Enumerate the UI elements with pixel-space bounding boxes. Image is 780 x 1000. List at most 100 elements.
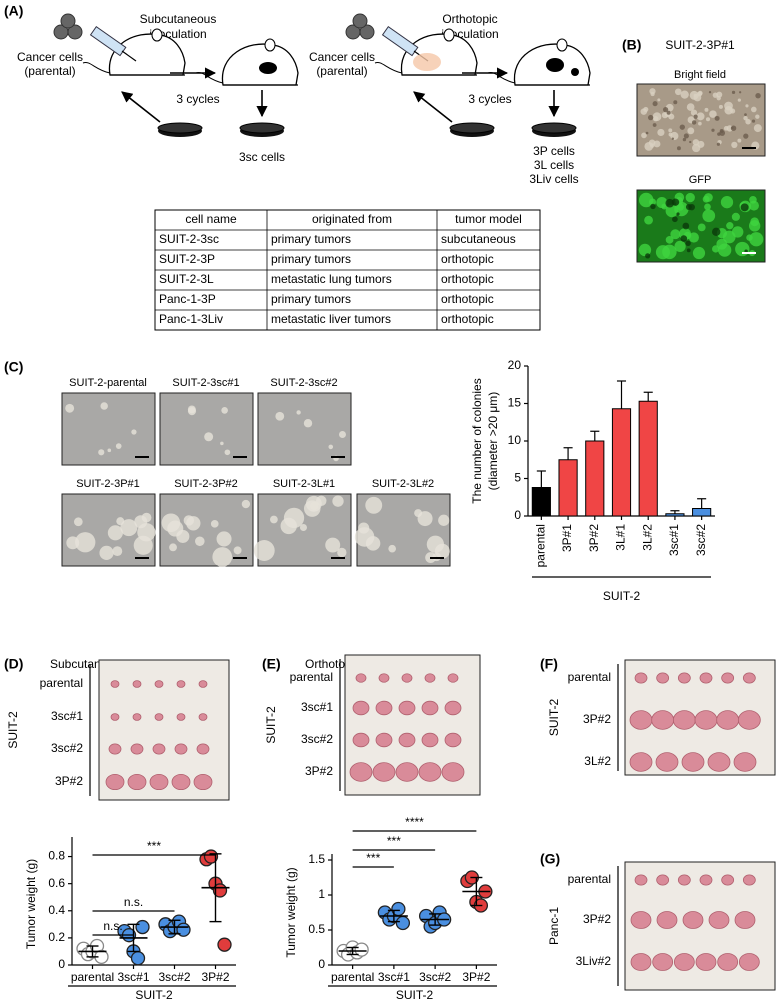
injection-site (413, 53, 441, 71)
photo-detail (674, 240, 686, 252)
table-cell: Panc-1-3P (159, 292, 216, 306)
arrow (413, 91, 453, 123)
y-tick-label: 0 (514, 508, 521, 522)
photo-detail (640, 108, 648, 115)
tumor (424, 673, 436, 683)
photo-detail (671, 198, 680, 206)
photo-detail (650, 92, 655, 97)
x-tick-label: 3sc#2 (419, 970, 451, 984)
mouse-tail (82, 61, 111, 74)
group-label: SUIT-2 (547, 699, 561, 737)
photo-detail (224, 449, 231, 456)
photo-detail (303, 500, 321, 517)
tumor (375, 700, 393, 716)
tumor (652, 953, 674, 971)
tumor (152, 743, 166, 755)
tumor (108, 743, 122, 755)
significance-label: *** (387, 834, 401, 848)
photo-detail (665, 204, 679, 218)
photo-detail (690, 109, 698, 116)
y-tick-label: 10 (508, 433, 522, 447)
photo-detail (388, 544, 397, 553)
tumor (742, 874, 756, 886)
y-axis-label: Tumor weight (g) (284, 867, 298, 957)
x-axis-label: SUIT-2 (603, 589, 641, 603)
photo-detail (210, 520, 219, 528)
product-label: 3Liv cells (529, 172, 578, 186)
photo-detail (749, 232, 764, 247)
tumor (656, 672, 670, 684)
photo-detail (683, 133, 689, 139)
tumor (130, 743, 144, 755)
photo-detail (99, 545, 114, 560)
row-label: 3sc#1 (51, 709, 83, 723)
tumor (196, 743, 210, 755)
photo-detail (679, 124, 685, 130)
x-tick-label: 3L#2 (640, 524, 654, 551)
tumor (634, 672, 648, 684)
cells-label: (parental) (316, 64, 367, 78)
row-label: 3Liv#2 (576, 954, 612, 968)
photo-detail (724, 105, 733, 115)
y-tick-label: 0.8 (48, 849, 65, 863)
tumor (398, 700, 416, 716)
table-cell: primary tumors (271, 292, 351, 306)
panel-label: (A) (4, 3, 23, 19)
route-title: Orthotopic (442, 12, 497, 26)
cell-icon (60, 13, 76, 29)
group-label: SUIT-2 (264, 706, 278, 744)
row-label: parental (568, 872, 611, 886)
photo-detail (682, 222, 690, 230)
table-cell: Panc-1-3Liv (159, 312, 223, 326)
photo-detail (161, 513, 181, 533)
row-label: 3sc#2 (301, 732, 333, 746)
photo-detail (688, 204, 695, 211)
tumor (349, 762, 373, 782)
photo-detail (743, 133, 749, 139)
photo-detail (100, 402, 108, 410)
photo-detail (672, 216, 678, 223)
photo-detail (98, 449, 105, 456)
photo-detail (657, 128, 665, 137)
photo-detail (689, 140, 692, 144)
tumor (656, 874, 670, 886)
photo-detail (645, 131, 649, 135)
tumor (738, 953, 760, 971)
photo-detail (338, 431, 346, 438)
needle (121, 50, 137, 62)
photo-detail (716, 95, 721, 101)
photo-detail (220, 441, 224, 446)
image-label: SUIT-2-3sc#1 (172, 377, 239, 389)
data-point (217, 937, 232, 952)
arrow (121, 91, 161, 123)
photo-detail (296, 410, 301, 415)
photo-detail (704, 107, 709, 112)
photo-detail (687, 127, 695, 135)
photo-detail (66, 536, 80, 550)
tumor (716, 710, 740, 730)
table-header: cell name (185, 212, 237, 226)
dish-rim (157, 122, 203, 134)
bar (638, 400, 658, 517)
photo-detail (735, 241, 750, 257)
photo-detail (719, 128, 724, 133)
tumor (695, 953, 717, 971)
photo-detail (718, 243, 732, 257)
photo-detail (680, 235, 688, 242)
photo-detail (745, 104, 749, 108)
product-label: 3L cells (534, 158, 574, 172)
tumor (447, 673, 459, 683)
photo-detail (316, 495, 327, 507)
group-label: Panc-1 (547, 907, 561, 945)
tumor (629, 710, 653, 730)
data-point (135, 919, 150, 935)
table-cell: subcutaneous (441, 232, 516, 246)
photo-detail (731, 141, 738, 149)
image-label: SUIT-2-3L#2 (372, 478, 434, 490)
tumor (418, 762, 442, 782)
photo-detail (755, 114, 760, 119)
row-label: parental (290, 670, 333, 684)
y-tick-label: 0.6 (48, 876, 65, 890)
